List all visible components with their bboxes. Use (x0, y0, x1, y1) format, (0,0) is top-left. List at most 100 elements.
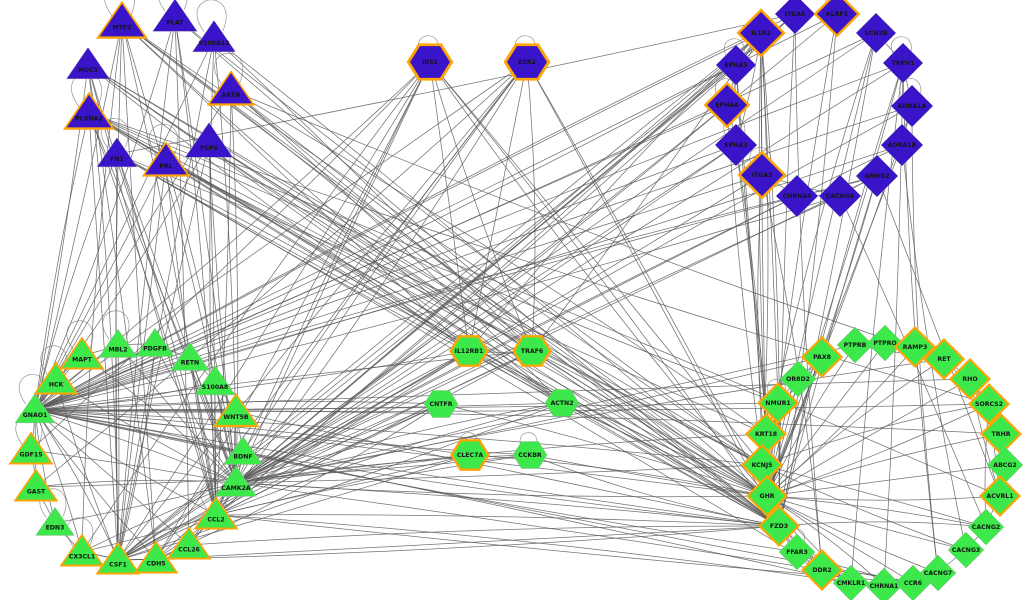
graph-node-trpv1[interactable] (882, 42, 924, 84)
graph-node-irs1[interactable] (410, 46, 450, 78)
graph-node-mtf2[interactable] (99, 3, 145, 37)
graph-node-hck[interactable] (36, 364, 76, 393)
graph-node-actn2[interactable] (544, 389, 580, 417)
graph-node-ramp3[interactable] (897, 329, 933, 365)
edge (55, 379, 119, 561)
edge (429, 61, 780, 527)
edge (117, 144, 737, 561)
graph-node-camk2a[interactable] (214, 465, 258, 497)
graph-node-ffar3[interactable] (778, 533, 816, 571)
graph-node-plat[interactable] (152, 0, 198, 32)
graph-node-nmur1[interactable] (760, 385, 796, 421)
graph-node-esr2[interactable] (507, 46, 547, 78)
graph-node-amhr2[interactable] (855, 154, 899, 198)
edge (165, 160, 763, 466)
graph-node-gast[interactable] (16, 471, 56, 500)
graph-node-cntfr[interactable] (423, 390, 459, 418)
graph-node-muc1[interactable] (66, 47, 110, 80)
graph-node-cmklr1[interactable] (832, 564, 870, 600)
graph-node-artn[interactable] (210, 72, 252, 104)
edge (34, 37, 215, 411)
graph-node-s100a12[interactable] (192, 20, 236, 53)
graph-node-cckbr[interactable] (512, 441, 548, 469)
graph-node-mbl2[interactable] (98, 328, 138, 358)
graph-node-clec7a[interactable] (453, 441, 487, 469)
graph-node-il1r2[interactable] (740, 12, 782, 54)
graph-node-mapt[interactable] (62, 339, 102, 368)
self-loop-edge (899, 78, 922, 102)
graph-node-fn1[interactable] (96, 137, 138, 168)
graph-node-prl[interactable] (145, 143, 187, 175)
edge (766, 433, 1002, 497)
graph-node-bdnf[interactable] (223, 435, 263, 465)
graph-node-cx3cl1[interactable] (62, 536, 102, 565)
graph-node-ret[interactable] (926, 341, 962, 377)
edge (34, 144, 903, 411)
graph-node-itga5[interactable] (774, 0, 816, 35)
graph-node-ddr2[interactable] (804, 552, 840, 588)
edge (235, 61, 431, 484)
graph-node-csf1[interactable] (98, 544, 138, 573)
graph-node-chrna4[interactable] (775, 174, 819, 218)
graph-node-or8d2[interactable] (779, 360, 817, 398)
edge (116, 153, 780, 527)
graph-node-fzd3[interactable] (761, 508, 797, 544)
graph-node-s100a8[interactable] (194, 365, 236, 396)
graph-node-gdf15[interactable] (11, 434, 51, 463)
graph-node-gnao1[interactable] (14, 393, 56, 424)
graph-node-ccl26[interactable] (169, 529, 209, 558)
graph-node-cacng4[interactable] (818, 174, 862, 218)
graph-node-il12rb1[interactable] (452, 337, 486, 365)
graph-node-itga3[interactable] (741, 154, 783, 196)
edge (88, 112, 1001, 497)
graph-node-cdh5[interactable] (136, 543, 176, 572)
graph-node-pax8[interactable] (804, 339, 840, 375)
graph-node-wnt5b[interactable] (215, 395, 257, 425)
graph-node-epha5[interactable] (715, 44, 757, 86)
graph-node-epha4[interactable] (707, 85, 747, 125)
edge (117, 61, 431, 561)
edge (117, 350, 533, 561)
graph-node-scn3b[interactable] (855, 12, 897, 54)
graph-node-sorcs2[interactable] (971, 386, 1007, 422)
graph-node-krt18[interactable] (748, 416, 784, 452)
graph-node-trhr[interactable] (983, 416, 1019, 452)
graph-node-pdgfb[interactable] (135, 327, 175, 357)
nodes-layer[interactable] (8, 0, 1024, 600)
edge (235, 344, 856, 484)
graph-node-fgf6[interactable] (184, 122, 234, 158)
graph-node-ptpro[interactable] (866, 324, 904, 362)
edge (87, 64, 157, 560)
edge (121, 21, 768, 497)
graph-node-abcg2[interactable] (986, 446, 1024, 484)
graph-node-acvrl1[interactable] (982, 478, 1018, 514)
graph-node-kcnj5[interactable] (744, 447, 780, 483)
edge (88, 112, 780, 527)
edge (876, 175, 1001, 497)
graph-node-klrf1[interactable] (817, 0, 857, 34)
graph-node-retn[interactable] (170, 341, 210, 371)
edge (235, 482, 768, 498)
edge (117, 454, 471, 561)
graph-node-plxna2[interactable] (66, 94, 112, 128)
graph-node-epha3[interactable] (714, 123, 758, 167)
graph-node-chrna1[interactable] (865, 567, 903, 600)
edge (117, 525, 780, 561)
edge (561, 402, 780, 527)
graph-node-ghr[interactable] (749, 478, 785, 514)
graph-node-ccr6[interactable] (894, 564, 932, 600)
edge (87, 64, 563, 404)
graph-node-adra1b[interactable] (880, 123, 924, 167)
graph-node-adra1a[interactable] (890, 84, 934, 128)
graph-node-edn3[interactable] (35, 506, 75, 536)
graph-node-cacng3[interactable] (947, 531, 985, 569)
graph-node-ptprb[interactable] (836, 326, 874, 364)
edge (34, 112, 90, 411)
graph-node-rho[interactable] (952, 361, 988, 397)
graph-node-traf6[interactable] (515, 337, 549, 365)
edge (35, 61, 528, 488)
graph-node-ccl2[interactable] (196, 499, 236, 528)
graph-node-cacng2[interactable] (967, 508, 1005, 546)
